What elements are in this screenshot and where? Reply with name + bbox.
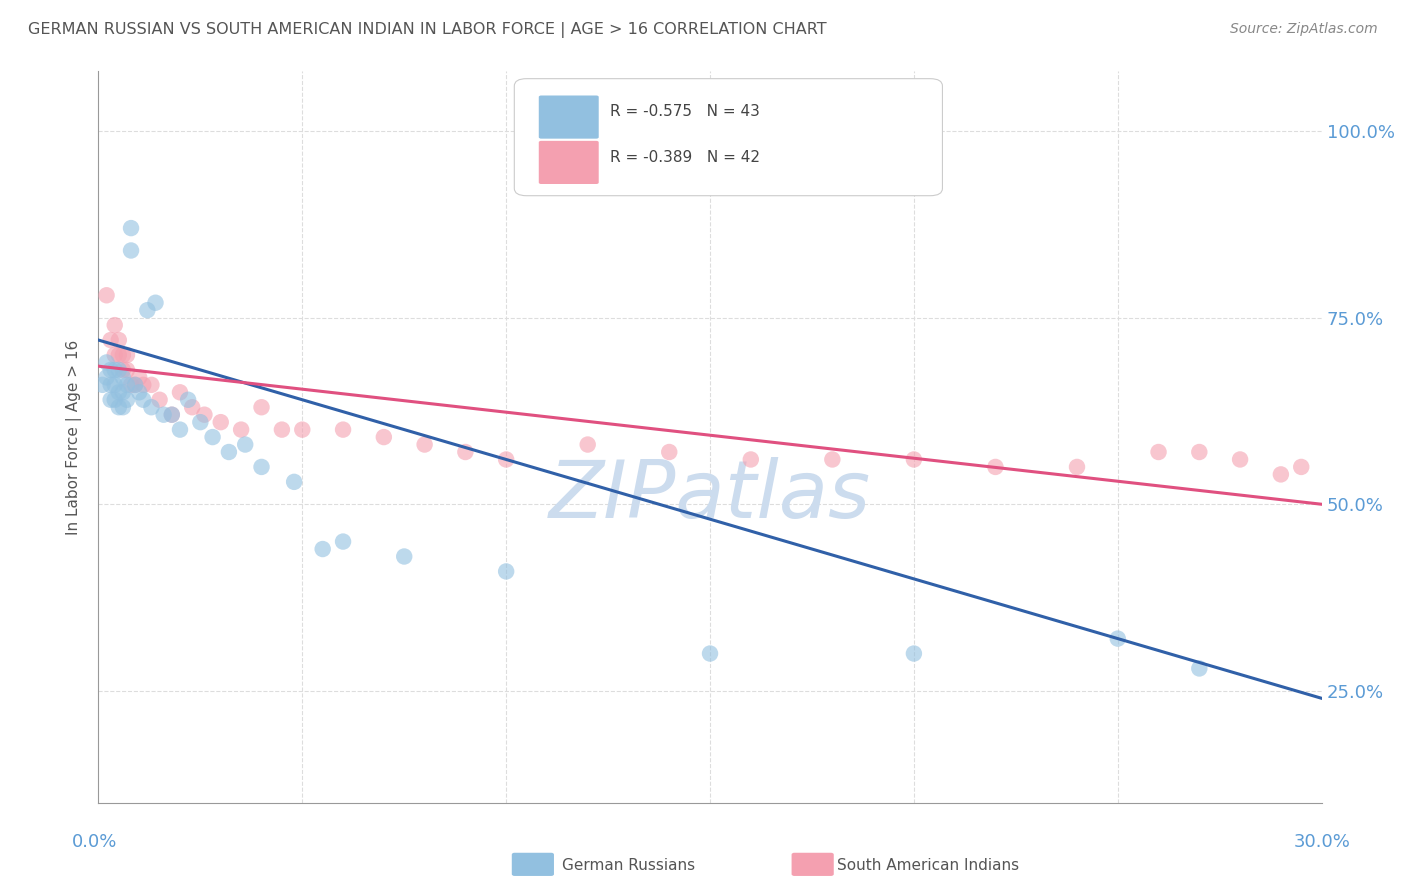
Point xyxy=(100,363,122,377)
Point xyxy=(193,408,215,422)
Point xyxy=(152,408,174,422)
Point xyxy=(392,549,416,564)
Point xyxy=(120,377,142,392)
Point xyxy=(108,333,131,347)
Point xyxy=(188,415,212,429)
Point xyxy=(100,333,122,347)
Point xyxy=(120,244,142,258)
FancyBboxPatch shape xyxy=(515,78,942,195)
Point xyxy=(658,445,681,459)
Point xyxy=(1188,445,1211,459)
Point xyxy=(96,288,118,302)
Point xyxy=(115,377,138,392)
Point xyxy=(740,452,762,467)
Point xyxy=(141,377,163,392)
Point xyxy=(96,355,118,369)
Point xyxy=(218,445,240,459)
Point xyxy=(169,385,191,400)
Point xyxy=(160,408,183,422)
Point xyxy=(96,370,118,384)
Point xyxy=(141,401,163,415)
Point xyxy=(100,377,122,392)
Point xyxy=(903,647,925,661)
Point xyxy=(495,452,517,467)
Text: Source: ZipAtlas.com: Source: ZipAtlas.com xyxy=(1230,22,1378,37)
Point xyxy=(332,423,354,437)
Point xyxy=(231,423,253,437)
Point xyxy=(115,363,138,377)
Point xyxy=(454,445,477,459)
Point xyxy=(270,423,294,437)
Point xyxy=(821,452,844,467)
Point xyxy=(201,430,224,444)
Point xyxy=(108,363,131,377)
Point xyxy=(1066,459,1088,474)
Text: R = -0.389   N = 42: R = -0.389 N = 42 xyxy=(610,150,759,165)
Point xyxy=(104,363,127,377)
Point xyxy=(104,392,127,407)
Point xyxy=(104,318,127,332)
Point xyxy=(1229,452,1251,467)
Point xyxy=(1107,632,1129,646)
Point xyxy=(181,401,204,415)
Point xyxy=(115,348,138,362)
Point xyxy=(108,401,131,415)
Point xyxy=(413,437,436,451)
Point xyxy=(91,377,114,392)
Point xyxy=(124,377,146,392)
FancyBboxPatch shape xyxy=(538,141,599,184)
Point xyxy=(1291,459,1313,474)
Point xyxy=(104,377,127,392)
Point xyxy=(108,385,131,400)
Point xyxy=(699,647,721,661)
Point xyxy=(576,437,599,451)
Point xyxy=(132,377,155,392)
Text: South American Indians: South American Indians xyxy=(837,858,1019,872)
Point xyxy=(124,377,146,392)
Point xyxy=(136,303,159,318)
Point xyxy=(209,415,232,429)
Point xyxy=(903,452,925,467)
Text: 30.0%: 30.0% xyxy=(1294,832,1350,851)
Text: GERMAN RUSSIAN VS SOUTH AMERICAN INDIAN IN LABOR FORCE | AGE > 16 CORRELATION CH: GERMAN RUSSIAN VS SOUTH AMERICAN INDIAN … xyxy=(28,22,827,38)
Point xyxy=(128,385,150,400)
Text: ZIPatlas: ZIPatlas xyxy=(548,457,872,534)
Point xyxy=(111,348,134,362)
Point xyxy=(100,392,122,407)
Text: R = -0.575   N = 43: R = -0.575 N = 43 xyxy=(610,104,759,120)
Point xyxy=(111,363,134,377)
Point xyxy=(177,392,200,407)
FancyBboxPatch shape xyxy=(538,95,599,138)
Point xyxy=(373,430,395,444)
Point xyxy=(111,401,134,415)
Point xyxy=(332,534,354,549)
Point xyxy=(120,221,142,235)
Point xyxy=(149,392,172,407)
Point xyxy=(115,392,138,407)
Y-axis label: In Labor Force | Age > 16: In Labor Force | Age > 16 xyxy=(66,340,83,534)
Point xyxy=(1188,661,1211,675)
Point xyxy=(250,459,273,474)
Point xyxy=(128,370,150,384)
Point xyxy=(108,348,131,362)
Point xyxy=(1270,467,1292,482)
Point xyxy=(160,408,183,422)
Text: 0.0%: 0.0% xyxy=(72,832,117,851)
Point xyxy=(283,475,305,489)
Point xyxy=(169,423,191,437)
Point xyxy=(495,565,517,579)
Point xyxy=(111,385,134,400)
Point xyxy=(1147,445,1170,459)
Point xyxy=(145,295,167,310)
Text: German Russians: German Russians xyxy=(562,858,696,872)
Point xyxy=(111,370,134,384)
Point xyxy=(233,437,256,451)
Point xyxy=(250,401,273,415)
Point xyxy=(132,392,155,407)
Point xyxy=(312,542,335,557)
Point xyxy=(104,348,127,362)
Point xyxy=(291,423,314,437)
Point xyxy=(984,459,1007,474)
